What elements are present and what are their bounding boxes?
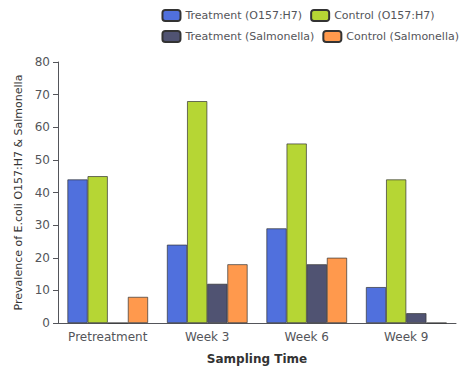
svg-text:Prevalence of E.coli O157:H7 &: Prevalence of E.coli O157:H7 & Salmonell…: [12, 75, 25, 311]
svg-text:Control (Salmonella): Control (Salmonella): [346, 30, 459, 43]
svg-text:0: 0: [42, 316, 50, 330]
svg-text:Pretreatment: Pretreatment: [68, 330, 148, 344]
svg-text:Week 9: Week 9: [384, 330, 428, 344]
svg-text:50: 50: [35, 153, 50, 167]
svg-text:Control (O157:H7): Control (O157:H7): [334, 9, 434, 22]
svg-text:60: 60: [35, 120, 50, 134]
svg-text:Week 6: Week 6: [285, 330, 329, 344]
svg-text:Week 3: Week 3: [185, 330, 229, 344]
svg-text:Treatment (O157:H7): Treatment (O157:H7): [184, 9, 302, 22]
svg-text:20: 20: [35, 251, 50, 265]
svg-text:30: 30: [35, 218, 50, 232]
svg-text:Sampling Time: Sampling Time: [207, 352, 307, 366]
svg-text:80: 80: [35, 55, 50, 69]
svg-text:40: 40: [35, 186, 50, 200]
svg-text:10: 10: [35, 283, 50, 297]
svg-text:Treatment (Salmonella): Treatment (Salmonella): [184, 30, 314, 43]
svg-text:70: 70: [35, 88, 50, 102]
